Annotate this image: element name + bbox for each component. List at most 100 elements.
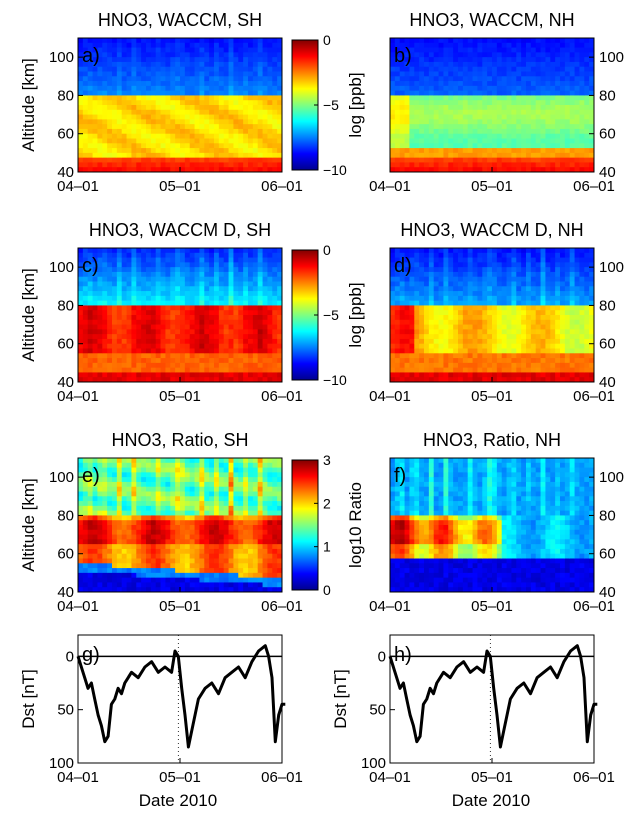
heatmap-cell bbox=[540, 47, 546, 53]
heatmap-cell bbox=[199, 291, 205, 297]
heatmap-cell bbox=[428, 81, 435, 87]
heatmap-cell bbox=[394, 57, 401, 63]
heatmap-cell bbox=[102, 529, 108, 535]
heatmap-cell bbox=[472, 71, 478, 77]
heatmap-cell bbox=[530, 85, 537, 92]
heatmap-cell bbox=[506, 343, 512, 349]
heatmap-cell bbox=[82, 577, 89, 583]
heatmap-cell bbox=[204, 353, 210, 359]
heatmap-cell bbox=[78, 539, 84, 545]
heatmap-cell bbox=[277, 377, 283, 383]
heatmap-cell bbox=[112, 105, 118, 111]
heatmap-cell bbox=[496, 162, 503, 168]
heatmap-cell bbox=[467, 252, 473, 258]
heatmap-cell bbox=[477, 105, 483, 111]
heatmap-cell bbox=[506, 66, 512, 72]
heatmap-cell bbox=[160, 133, 166, 139]
heatmap-cell bbox=[555, 47, 561, 53]
heatmap-cell bbox=[443, 305, 449, 311]
heatmap-cell bbox=[564, 300, 571, 306]
heatmap-cell bbox=[141, 286, 147, 292]
heatmap-cell bbox=[141, 348, 147, 354]
heatmap-cell bbox=[467, 315, 473, 321]
heatmap-cell bbox=[579, 367, 585, 373]
heatmap-cell bbox=[131, 66, 137, 72]
heatmap-cell bbox=[492, 133, 498, 139]
heatmap-cell bbox=[272, 100, 278, 106]
heatmap-cell bbox=[526, 81, 532, 87]
heatmap-cell bbox=[535, 105, 541, 111]
heatmap-cell bbox=[141, 85, 147, 92]
heatmap-cell bbox=[492, 57, 498, 63]
heatmap-cell bbox=[414, 348, 420, 354]
heatmap-cell bbox=[579, 124, 585, 130]
heatmap-cell bbox=[501, 119, 507, 125]
heatmap-cell bbox=[155, 276, 161, 282]
heatmap-cell bbox=[92, 66, 98, 72]
heatmap-cell bbox=[555, 358, 561, 364]
heatmap-cell bbox=[223, 61, 229, 68]
heatmap-cell bbox=[131, 248, 137, 254]
heatmap-cell bbox=[414, 81, 420, 87]
heatmap-cell bbox=[511, 148, 517, 154]
heatmap-cell bbox=[569, 372, 575, 378]
heatmap-cell bbox=[458, 367, 464, 373]
heatmap-cell bbox=[223, 128, 229, 135]
heatmap-cell bbox=[487, 281, 493, 287]
heatmap-cell bbox=[102, 510, 108, 516]
heatmap-cell bbox=[492, 315, 498, 321]
heatmap-cell bbox=[516, 167, 522, 173]
heatmap-cell bbox=[482, 143, 488, 149]
heatmap-cell bbox=[564, 66, 571, 72]
heatmap-cell bbox=[424, 105, 430, 111]
heatmap-cell bbox=[409, 81, 415, 87]
heatmap-cell bbox=[433, 248, 439, 254]
heatmap-cell bbox=[184, 66, 191, 72]
heatmap-cell bbox=[136, 276, 142, 282]
heatmap-cell bbox=[243, 38, 249, 44]
heatmap-cell bbox=[165, 248, 171, 254]
y-tick-label: 40 bbox=[599, 374, 616, 391]
heatmap-cell bbox=[482, 267, 488, 273]
heatmap-cell bbox=[204, 267, 210, 273]
heatmap-cell bbox=[496, 358, 503, 364]
heatmap-cell bbox=[97, 367, 103, 373]
heatmap-cell bbox=[175, 52, 181, 58]
heatmap-cell bbox=[453, 95, 459, 101]
heatmap-cell bbox=[155, 152, 161, 159]
heatmap-cell bbox=[560, 128, 566, 135]
heatmap-cell bbox=[126, 281, 132, 287]
heatmap-cell bbox=[564, 267, 571, 273]
heatmap-cell bbox=[194, 138, 200, 144]
heatmap-cell bbox=[419, 324, 425, 330]
heatmap-cell bbox=[155, 305, 161, 311]
heatmap-cell bbox=[428, 119, 435, 125]
heatmap-cell bbox=[78, 81, 84, 87]
heatmap-cell bbox=[248, 100, 254, 106]
heatmap-cell bbox=[511, 338, 517, 345]
heatmap-cell bbox=[112, 42, 118, 48]
heatmap-cell bbox=[467, 47, 473, 53]
heatmap-cell bbox=[194, 338, 200, 345]
heatmap-cell bbox=[399, 377, 405, 383]
heatmap-cell bbox=[496, 267, 503, 273]
heatmap-cell bbox=[501, 362, 507, 369]
heatmap-cell bbox=[78, 319, 84, 325]
heatmap-cell bbox=[136, 281, 142, 287]
heatmap-cell bbox=[199, 85, 205, 92]
heatmap-cell bbox=[184, 47, 191, 53]
heatmap-cell bbox=[472, 377, 478, 383]
heatmap-cell bbox=[233, 38, 239, 44]
heatmap-cell bbox=[87, 167, 93, 173]
heatmap-cell bbox=[238, 315, 244, 321]
heatmap-cell bbox=[555, 148, 561, 154]
heatmap-cell bbox=[150, 109, 157, 115]
heatmap-cell bbox=[438, 257, 444, 263]
heatmap-cell bbox=[102, 267, 108, 273]
heatmap-cell bbox=[175, 315, 181, 321]
heatmap-cell bbox=[141, 152, 147, 159]
heatmap-cell bbox=[141, 76, 147, 82]
heatmap-cell bbox=[443, 138, 449, 144]
heatmap-cell bbox=[180, 157, 186, 163]
heatmap-cell bbox=[443, 42, 449, 48]
